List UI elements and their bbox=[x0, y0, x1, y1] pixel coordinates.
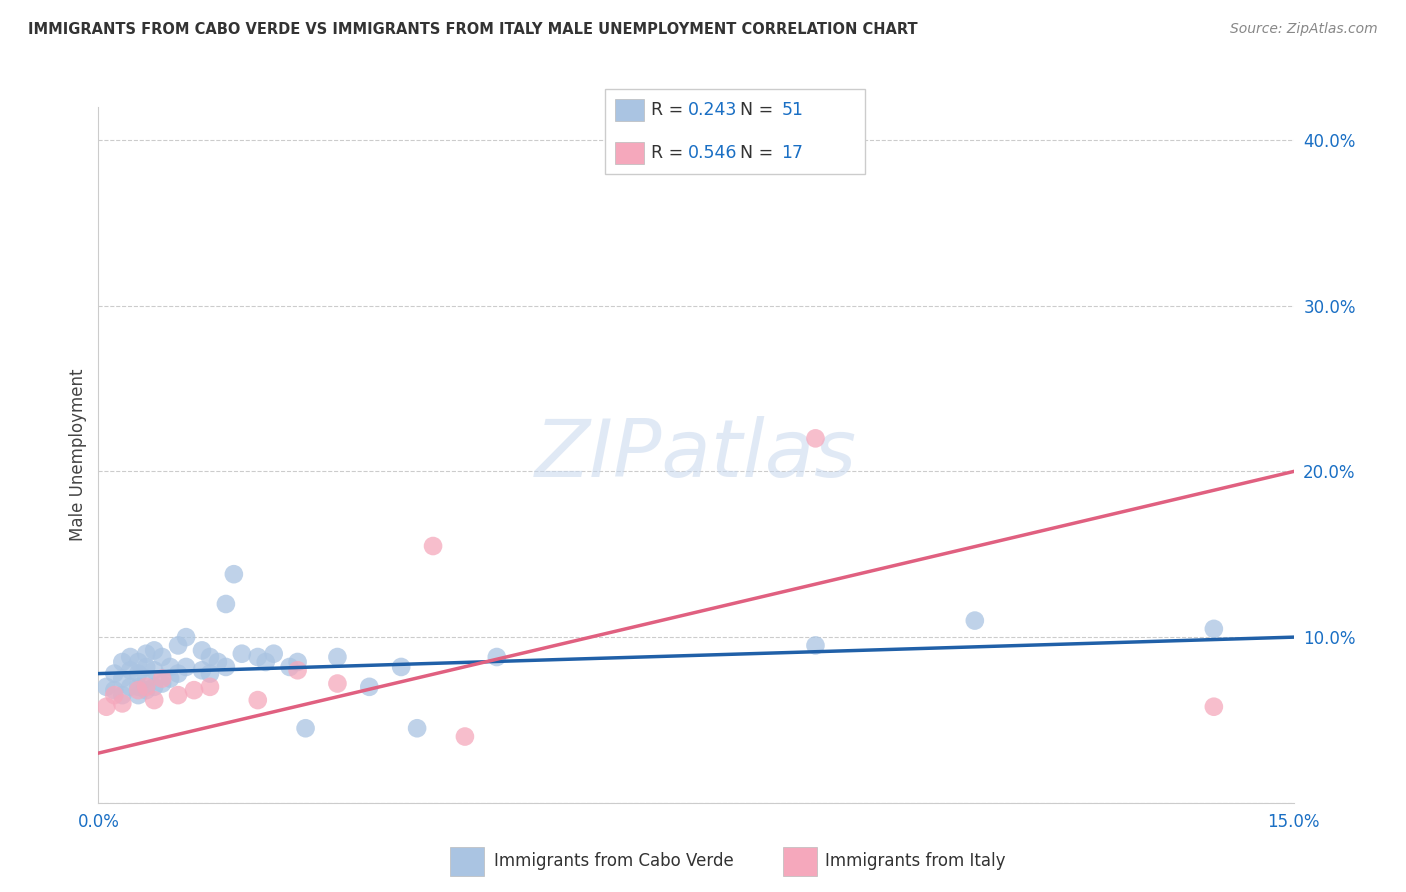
Point bbox=[127, 688, 149, 702]
Text: IMMIGRANTS FROM CABO VERDE VS IMMIGRANTS FROM ITALY MALE UNEMPLOYMENT CORRELATIO: IMMIGRANTS FROM CABO VERDE VS IMMIGRANTS… bbox=[28, 22, 918, 37]
Point bbox=[150, 672, 173, 686]
Point bbox=[174, 630, 197, 644]
Text: Immigrants from Italy: Immigrants from Italy bbox=[825, 852, 1005, 870]
Point bbox=[150, 676, 173, 690]
Point bbox=[96, 699, 118, 714]
Point bbox=[454, 730, 477, 744]
Point bbox=[167, 688, 190, 702]
Text: Source: ZipAtlas.com: Source: ZipAtlas.com bbox=[1230, 22, 1378, 37]
Point bbox=[127, 680, 149, 694]
Point bbox=[963, 614, 986, 628]
Point bbox=[111, 655, 134, 669]
Point bbox=[1202, 622, 1225, 636]
Point bbox=[135, 683, 157, 698]
Point bbox=[111, 688, 134, 702]
Point bbox=[191, 663, 214, 677]
Point bbox=[278, 660, 301, 674]
Point bbox=[174, 660, 197, 674]
Point bbox=[263, 647, 285, 661]
Text: Immigrants from Cabo Verde: Immigrants from Cabo Verde bbox=[494, 852, 734, 870]
Bar bbox=[450, 847, 484, 876]
Bar bbox=[614, 99, 644, 121]
Point bbox=[422, 539, 444, 553]
Text: R =: R = bbox=[651, 102, 689, 120]
Point bbox=[198, 680, 221, 694]
Point bbox=[222, 567, 245, 582]
Bar bbox=[783, 847, 817, 876]
Point bbox=[135, 680, 157, 694]
Point bbox=[135, 647, 157, 661]
Point bbox=[389, 660, 412, 674]
Point bbox=[120, 663, 142, 677]
Point bbox=[127, 666, 149, 681]
Point bbox=[167, 639, 190, 653]
Point bbox=[135, 660, 157, 674]
Point bbox=[103, 683, 125, 698]
Point bbox=[287, 663, 309, 677]
Point bbox=[1202, 699, 1225, 714]
Point bbox=[804, 431, 827, 445]
Text: N =: N = bbox=[740, 144, 779, 161]
Point bbox=[96, 680, 118, 694]
Text: 0.243: 0.243 bbox=[688, 102, 737, 120]
Point bbox=[150, 650, 173, 665]
Point bbox=[287, 655, 309, 669]
Point bbox=[246, 650, 269, 665]
FancyBboxPatch shape bbox=[605, 89, 865, 174]
Point bbox=[254, 655, 277, 669]
Point bbox=[294, 721, 316, 735]
Point bbox=[326, 650, 349, 665]
Point bbox=[159, 672, 181, 686]
Point bbox=[103, 688, 125, 702]
Point bbox=[198, 666, 221, 681]
Text: R =: R = bbox=[651, 144, 689, 161]
Point bbox=[111, 697, 134, 711]
Point bbox=[183, 683, 205, 698]
Text: ZIPatlas: ZIPatlas bbox=[534, 416, 858, 494]
Text: 17: 17 bbox=[782, 144, 803, 161]
Point bbox=[143, 663, 166, 677]
Text: 51: 51 bbox=[782, 102, 803, 120]
Point bbox=[231, 647, 253, 661]
Point bbox=[359, 680, 381, 694]
Point bbox=[246, 693, 269, 707]
Y-axis label: Male Unemployment: Male Unemployment bbox=[69, 368, 87, 541]
Point bbox=[120, 680, 142, 694]
Point bbox=[485, 650, 508, 665]
Point bbox=[120, 650, 142, 665]
Point bbox=[103, 666, 125, 681]
Point bbox=[198, 650, 221, 665]
Point bbox=[406, 721, 429, 735]
Point bbox=[159, 660, 181, 674]
Point bbox=[143, 693, 166, 707]
Point bbox=[215, 597, 238, 611]
Point bbox=[326, 676, 349, 690]
Point bbox=[127, 683, 149, 698]
Bar bbox=[614, 142, 644, 164]
Point bbox=[143, 643, 166, 657]
Point bbox=[167, 666, 190, 681]
Point bbox=[143, 680, 166, 694]
Point bbox=[135, 672, 157, 686]
Text: 0.546: 0.546 bbox=[688, 144, 737, 161]
Point bbox=[127, 655, 149, 669]
Point bbox=[191, 643, 214, 657]
Point bbox=[111, 672, 134, 686]
Point bbox=[215, 660, 238, 674]
Point bbox=[804, 639, 827, 653]
Text: N =: N = bbox=[740, 102, 779, 120]
Point bbox=[207, 655, 229, 669]
